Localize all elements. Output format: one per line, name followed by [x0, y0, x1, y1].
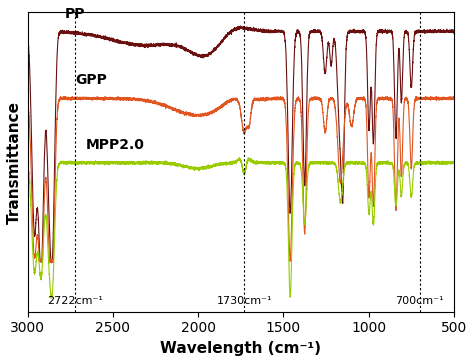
Y-axis label: Transmittance: Transmittance	[7, 101, 22, 224]
X-axis label: Wavelength (cm⁻¹): Wavelength (cm⁻¹)	[160, 341, 321, 356]
Text: 2722cm⁻¹: 2722cm⁻¹	[47, 296, 103, 306]
Text: MPP2.0: MPP2.0	[85, 138, 145, 152]
Text: PP: PP	[65, 7, 85, 21]
Text: GPP: GPP	[75, 73, 107, 87]
Text: 1730cm⁻¹: 1730cm⁻¹	[216, 296, 272, 306]
Text: 700cm⁻¹: 700cm⁻¹	[396, 296, 444, 306]
